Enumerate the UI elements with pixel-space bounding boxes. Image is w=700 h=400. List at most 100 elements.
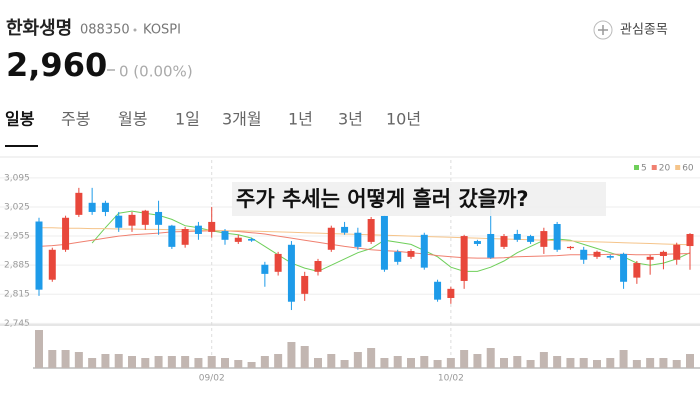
volume-bar xyxy=(420,356,429,368)
volume-bar xyxy=(340,360,349,368)
candle-body xyxy=(88,202,96,212)
volume-bar xyxy=(632,360,641,368)
candle-body xyxy=(513,233,521,240)
volume-bar xyxy=(327,354,336,368)
candle-body xyxy=(194,225,202,234)
tabs: 일봉 주봉 월봉 1일 3개월 1년 3년 10년 xyxy=(5,110,421,129)
volume-bar xyxy=(221,358,229,368)
volume-bar xyxy=(260,356,269,368)
volume-bar xyxy=(500,358,508,368)
volume-bar xyxy=(686,354,694,368)
moving-average-line xyxy=(39,227,691,246)
tab[interactable]: 10년 xyxy=(386,110,421,129)
legend-label: 5 xyxy=(641,164,647,174)
volume-bar xyxy=(247,362,256,368)
volume-bar xyxy=(353,352,362,368)
candle-body xyxy=(208,221,216,232)
candle-body xyxy=(420,234,428,268)
volume-bar xyxy=(460,350,469,368)
tab[interactable]: 주봉 xyxy=(61,110,90,129)
candle-body xyxy=(527,236,535,242)
volume-bar xyxy=(486,348,495,368)
volume-bar xyxy=(446,358,455,368)
volume-bar xyxy=(141,358,150,368)
candle-body xyxy=(659,251,667,257)
volume-bar xyxy=(194,358,203,368)
candle-body xyxy=(566,246,574,249)
candle-body xyxy=(473,241,481,244)
volume-bar xyxy=(539,352,548,368)
candle-body xyxy=(181,228,189,245)
volume-bar xyxy=(672,360,681,368)
volume-bar xyxy=(553,356,562,368)
price-change: 0 (0.00%) xyxy=(119,63,193,81)
volume-bar xyxy=(619,350,628,368)
volume-bar xyxy=(393,356,402,368)
volume-bar xyxy=(380,358,389,368)
stock-name: 한화생명 xyxy=(6,18,72,39)
watchlist-button[interactable]: 관심종목 xyxy=(620,23,668,38)
candle-body xyxy=(407,251,415,257)
candle-body xyxy=(606,256,614,258)
tab[interactable]: 3개월 xyxy=(222,110,262,129)
volume-bar xyxy=(35,330,43,368)
price: 2,960 xyxy=(6,46,107,84)
y-tick-label: 2,885 xyxy=(4,261,30,271)
candle-body xyxy=(620,253,628,282)
volume-bar xyxy=(114,354,123,368)
candle-body xyxy=(128,214,136,226)
volume-bar xyxy=(101,354,110,368)
candle-body xyxy=(287,244,295,302)
candle-body xyxy=(447,288,455,298)
x-tick-label: 09/02 xyxy=(199,374,225,384)
candle-body xyxy=(354,232,362,247)
separator-dot xyxy=(133,28,137,32)
volume-bar xyxy=(526,360,535,368)
tab[interactable]: 1일 xyxy=(175,110,200,129)
tab[interactable]: 1년 xyxy=(288,110,313,129)
candle-body xyxy=(115,215,123,228)
legend-swatch xyxy=(651,165,657,170)
candle-body xyxy=(553,224,561,250)
watchlist-icon[interactable] xyxy=(593,20,613,40)
tab[interactable]: 일봉 xyxy=(5,110,35,129)
volume-bar xyxy=(513,356,522,368)
legend-label: 60 xyxy=(682,164,694,174)
y-tick-label: 2,815 xyxy=(4,290,30,300)
candle-body xyxy=(155,211,163,225)
candle-body xyxy=(141,210,149,225)
volume-bar xyxy=(74,352,83,368)
candle-body xyxy=(367,219,375,242)
volume-bar xyxy=(659,358,668,368)
volume-bar xyxy=(579,358,588,368)
volume-bar xyxy=(606,358,615,368)
candle-body xyxy=(75,192,83,215)
tab[interactable]: 3년 xyxy=(338,110,363,129)
candle-body xyxy=(301,275,309,294)
volume-bar xyxy=(48,350,57,368)
candle-body xyxy=(593,251,601,257)
candle-body xyxy=(434,281,442,300)
tab[interactable]: 월봉 xyxy=(118,110,147,129)
volume-bar xyxy=(566,358,575,368)
volume-bar xyxy=(181,356,190,368)
moving-average-line xyxy=(91,210,691,272)
legend-swatch xyxy=(675,165,681,170)
candle-body xyxy=(221,231,229,240)
stock-code: 088350 xyxy=(80,23,130,38)
legend-label: 20 xyxy=(659,164,671,174)
candle-body xyxy=(580,249,588,260)
candle-body xyxy=(248,238,256,241)
market: KOSPI xyxy=(143,23,181,38)
volume-bar xyxy=(300,346,309,368)
y-tick-label: 3,095 xyxy=(4,173,30,183)
plus xyxy=(598,25,608,35)
candle-body xyxy=(633,263,641,278)
candle-body xyxy=(327,227,335,250)
x-tick-label: 10/02 xyxy=(438,374,464,384)
candle-body xyxy=(48,249,56,280)
volume-bar xyxy=(274,354,283,368)
candle-body xyxy=(101,202,109,212)
candle-body xyxy=(62,217,70,250)
